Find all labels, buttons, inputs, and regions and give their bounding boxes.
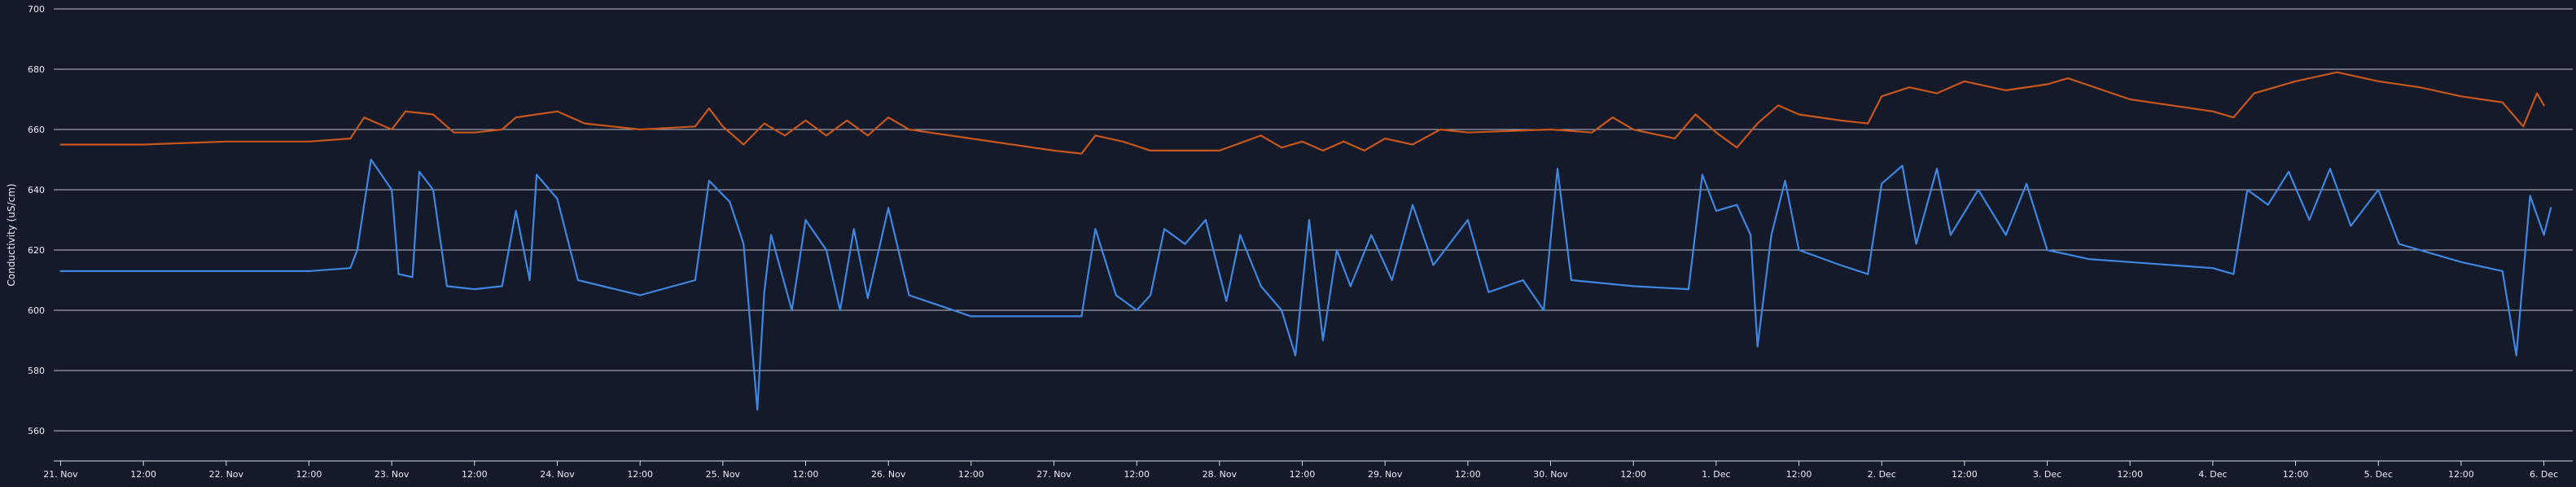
x-tick-label: 21. Nov (43, 469, 78, 480)
x-tick-label: 23. Nov (375, 469, 410, 480)
x-tick-label: 12:00 (1786, 469, 1812, 480)
x-tick-label: 12:00 (1124, 469, 1150, 480)
x-tick-label: 29. Nov (1368, 469, 1403, 480)
x-tick-label: 24. Nov (540, 469, 575, 480)
x-tick-label: 12:00 (1290, 469, 1316, 480)
y-tick-label: 620 (28, 245, 45, 256)
x-tick-label: 6. Dec (2530, 469, 2558, 480)
x-tick-label: 22. Nov (209, 469, 244, 480)
x-tick-label: 26. Nov (871, 469, 906, 480)
x-tick-label: 30. Nov (1533, 469, 1568, 480)
x-tick-label: 12:00 (462, 469, 488, 480)
x-tick-label: 12:00 (2448, 469, 2474, 480)
y-tick-label: 640 (28, 185, 45, 195)
x-tick-label: 12:00 (1952, 469, 1978, 480)
y-tick-label: 580 (28, 366, 45, 376)
y-gridlines (54, 8, 2573, 432)
y-tick-label: 600 (28, 305, 45, 316)
series-line-1 (59, 71, 2545, 155)
x-tick-label: 12:00 (627, 469, 653, 480)
x-tick-label: 12:00 (1620, 469, 1646, 480)
x-tick-label: 1. Dec (1702, 469, 1730, 480)
y-axis-tick-labels: 560 580 600 620 640 660 680 700 (28, 4, 45, 437)
y-tick-label: 660 (28, 125, 45, 135)
x-tick-label: 27. Nov (1036, 469, 1071, 480)
x-tick-label: 12:00 (2117, 469, 2143, 480)
y-axis-title: Conductivity (uS/cm) (6, 183, 17, 286)
x-tick-label: 12:00 (130, 469, 156, 480)
x-tick-label: 12:00 (793, 469, 819, 480)
series-lines (59, 71, 2552, 411)
x-tick-label: 12:00 (2283, 469, 2309, 480)
x-tick-label: 12:00 (1455, 469, 1481, 480)
x-tick-label: 4. Dec (2198, 469, 2227, 480)
x-tick-label: 25. Nov (706, 469, 741, 480)
x-axis: 21. Nov 12:00 22. Nov 12:00 23. Nov 12:00 24. … (43, 460, 2573, 480)
x-tick-label: 5. Dec (2364, 469, 2393, 480)
y-tick-label: 560 (28, 426, 45, 437)
y-tick-label: 680 (28, 64, 45, 75)
x-tick-label: 12:00 (958, 469, 984, 480)
x-tick-label: 3. Dec (2033, 469, 2061, 480)
x-tick-label: 2. Dec (1868, 469, 1896, 480)
y-tick-label: 700 (28, 4, 45, 15)
x-tick-label: 12:00 (296, 469, 322, 480)
series-line-2 (59, 158, 2552, 411)
x-tick-label: 28. Nov (1203, 469, 1238, 480)
